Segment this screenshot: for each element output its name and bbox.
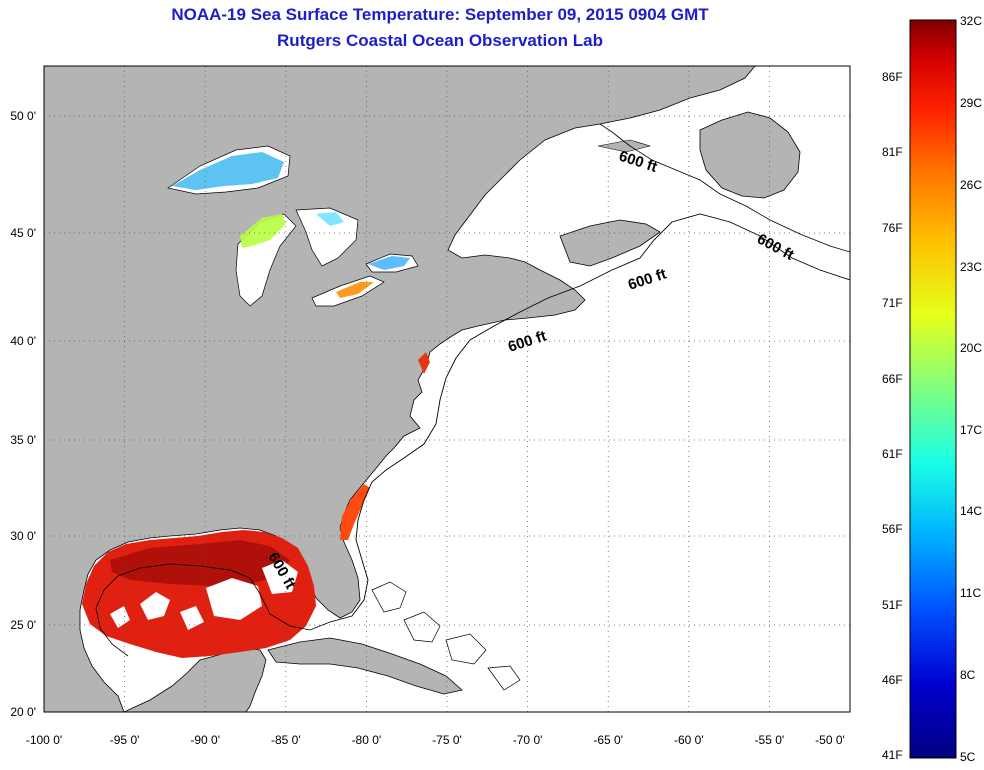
y-tick: 40 0' [10,334,36,348]
map-subtitle: Rutgers Coastal Ocean Observation Lab [277,31,603,50]
colorbar-celsius-label: 14C [960,504,983,518]
colorbar-fahrenheit-label: 61F [882,447,903,461]
x-tick: -60 0' [673,733,704,747]
colorbar-fahrenheit-label: 76F [882,221,903,235]
lake-sst-patches [172,152,410,298]
y-tick: 35 0' [10,433,36,447]
y-tick: 45 0' [10,226,36,240]
colorbar-fahrenheit-label: 56F [882,522,903,536]
gulf-sst-dark [110,540,290,586]
x-tick: -90 0' [190,733,221,747]
map-frame [43,65,851,713]
y-tick: 30 0' [10,529,36,543]
colorbar-fahrenheit-label: 46F [882,673,903,687]
colorbar-fahrenheit-label: 41F [882,748,903,762]
colorbar-fahrenheit-label: 71F [882,296,903,310]
contour-600ft-north [599,123,850,253]
x-tick: -50 0' [815,733,845,747]
x-tick: -95 0' [109,733,140,747]
x-tick: -65 0' [593,733,624,747]
colorbar-fahrenheit-label: 66F [882,372,903,386]
colorbar-celsius-label: 8C [960,668,976,682]
x-tick: -85 0' [270,733,301,747]
land-nova-scotia [559,219,661,267]
colorbar-fahrenheit-label: 51F [882,598,903,612]
bahamas-banks [371,581,521,691]
y-tick: 50 0' [10,109,36,123]
colorbar-celsius-label: 29C [960,96,983,110]
colorbar-celsius-label: 5C [960,750,976,764]
colorbar-fahrenheit-label: 81F [882,145,903,159]
colorbar-celsius-label: 32C [960,14,983,28]
colorbar-celsius-label: 26C [960,178,983,192]
x-tick: -75 0' [432,733,462,747]
x-tick: -100 0' [25,733,63,747]
chesapeake-sst [418,352,430,374]
cloud-gaps [110,560,298,630]
map-title: NOAA-19 Sea Surface Temperature: Septemb… [171,5,709,24]
x-tick: -70 0' [512,733,543,747]
land-newfoundland [699,111,801,199]
land-north-america [44,66,756,712]
y-tick: 20 0' [10,705,36,719]
land-anticosti [597,139,652,153]
gulf-stream-sst [340,484,370,540]
x-tick: -80 0' [351,733,382,747]
x-tick: -55 0' [754,733,785,747]
contour-600ft-gulf [95,563,331,657]
colorbar-celsius-label: 17C [960,423,983,437]
colorbar-celsius-label: 23C [960,260,983,274]
contour-600ft [329,213,850,623]
land-cuba [267,637,463,695]
colorbar-celsius-label: 20C [960,341,983,355]
y-tick: 25 0' [10,618,36,632]
colorbar-celsius-label: 11C [960,586,982,600]
colorbar [909,19,957,759]
colorbar-fahrenheit-label: 86F [882,70,903,84]
